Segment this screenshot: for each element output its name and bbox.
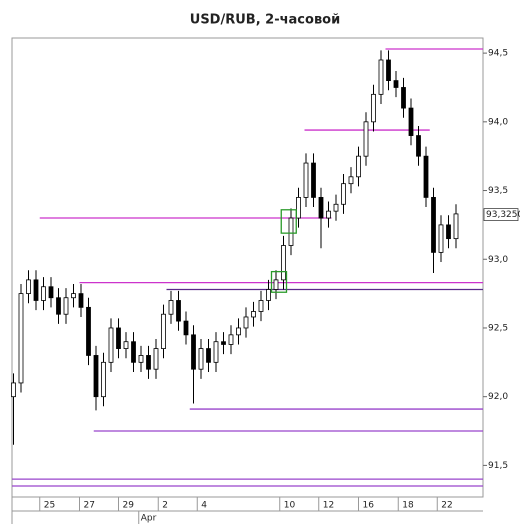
candle-body: [78, 293, 84, 308]
candle-body: [71, 293, 76, 299]
candle-body: [146, 355, 151, 370]
candle-body: [108, 327, 114, 363]
y-tick-label: 93,5: [488, 186, 508, 196]
candle-body: [228, 334, 234, 345]
y-tick-label: 91,5: [488, 461, 508, 471]
x-tick-label: 29: [123, 501, 135, 511]
candle-body: [116, 327, 121, 349]
plot-frame: [11, 37, 484, 498]
candle-body: [221, 341, 226, 345]
candle-body: [11, 382, 16, 398]
chart-title: USD/RUB, 2-часовой: [190, 13, 340, 28]
candle-body: [386, 59, 391, 82]
candle-body: [341, 183, 346, 205]
x-tick-label: 2: [162, 501, 168, 511]
candle-body: [363, 121, 369, 157]
candle-body: [356, 155, 361, 178]
candle-body: [348, 176, 354, 185]
candle-body: [408, 107, 414, 136]
candle-body: [318, 197, 324, 219]
candle-body: [131, 341, 136, 363]
y-tick-label: 93,0: [488, 255, 508, 265]
y-tick-label: 92,0: [488, 392, 508, 402]
candle-body: [18, 293, 24, 384]
candle-body: [101, 361, 106, 398]
candle-body: [266, 289, 271, 301]
candle-body: [191, 334, 196, 370]
last-price-label: 93,3250: [486, 210, 520, 220]
candle-body: [371, 93, 376, 123]
candle-body: [93, 355, 99, 398]
candle-body: [258, 300, 264, 312]
candle-body: [431, 197, 436, 253]
candle-body: [401, 87, 406, 109]
candle-body: [198, 348, 204, 370]
candle-body: [56, 297, 61, 315]
candle-body: [296, 197, 301, 219]
x-tick-label: 22: [441, 501, 452, 511]
y-tick-label: 94,0: [488, 117, 508, 127]
candle-body: [453, 213, 459, 240]
candle-body: [33, 279, 39, 301]
candle-body: [63, 297, 69, 315]
candle-body: [378, 59, 384, 95]
last-price-box: [483, 208, 519, 221]
y-tick-label: 94,5: [488, 49, 508, 59]
candle-body: [423, 155, 429, 198]
candle-body: [438, 224, 444, 253]
candle-body: [206, 348, 211, 363]
candle-body: [281, 245, 286, 281]
x-tick-label: 25: [44, 501, 55, 511]
candle-body: [288, 217, 294, 246]
candle-body: [393, 80, 399, 88]
candle-body: [176, 300, 181, 322]
candle-body: [41, 286, 46, 301]
candle-body: [243, 316, 249, 329]
month-label: Apr: [141, 514, 157, 524]
candle-body: [213, 341, 219, 363]
candle-body: [333, 203, 339, 212]
candle-body: [446, 224, 451, 240]
candle-body: [273, 279, 279, 290]
candle-body: [311, 162, 316, 198]
candle-body: [153, 348, 159, 370]
x-tick-label: 10: [284, 501, 296, 511]
candle-body: [86, 306, 91, 356]
x-tick-label: 27: [84, 501, 95, 511]
candle-body: [48, 286, 54, 299]
candle-body: [251, 311, 256, 318]
highlight-box: [280, 209, 297, 234]
x-tick-label: 4: [201, 501, 207, 511]
candle-body: [161, 313, 166, 349]
candle-body: [303, 162, 309, 198]
candle-body: [26, 279, 31, 295]
y-tick-label: 92,5: [488, 323, 508, 333]
candle-body: [236, 327, 241, 336]
candle-body: [326, 210, 331, 219]
x-tick-label: 16: [363, 501, 375, 511]
x-tick-label: 12: [323, 501, 334, 511]
candle-body: [123, 341, 129, 349]
highlight-box: [270, 270, 288, 293]
candle-body: [138, 355, 144, 363]
candle-body: [183, 320, 189, 336]
candle-body: [168, 300, 174, 315]
x-tick-label: 18: [402, 501, 414, 511]
candle-body: [416, 135, 421, 157]
